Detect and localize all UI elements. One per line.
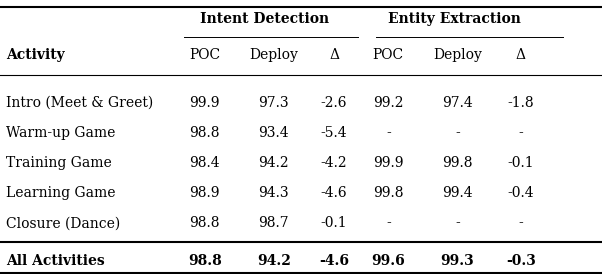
Text: Δ: Δ bbox=[516, 48, 526, 62]
Text: 99.9: 99.9 bbox=[373, 156, 403, 170]
Text: Intent Detection: Intent Detection bbox=[200, 12, 329, 26]
Text: 94.2: 94.2 bbox=[257, 254, 291, 268]
Text: Learning Game: Learning Game bbox=[6, 186, 116, 200]
Text: -0.1: -0.1 bbox=[321, 216, 347, 230]
Text: 99.3: 99.3 bbox=[441, 254, 474, 268]
Text: -0.3: -0.3 bbox=[506, 254, 536, 268]
Text: 97.4: 97.4 bbox=[442, 96, 473, 110]
Text: 99.8: 99.8 bbox=[442, 156, 473, 170]
Text: Warm-up Game: Warm-up Game bbox=[6, 126, 116, 140]
Text: 99.4: 99.4 bbox=[442, 186, 473, 200]
Text: -5.4: -5.4 bbox=[321, 126, 347, 140]
Text: 98.8: 98.8 bbox=[190, 216, 220, 230]
Text: -1.8: -1.8 bbox=[507, 96, 534, 110]
Text: Training Game: Training Game bbox=[6, 156, 112, 170]
Text: Entity Extraction: Entity Extraction bbox=[388, 12, 521, 26]
Text: -4.6: -4.6 bbox=[319, 254, 349, 268]
Text: 99.9: 99.9 bbox=[190, 96, 220, 110]
Text: 99.6: 99.6 bbox=[371, 254, 405, 268]
Text: Δ: Δ bbox=[329, 48, 339, 62]
Text: 97.3: 97.3 bbox=[259, 96, 289, 110]
Text: -: - bbox=[386, 216, 391, 230]
Text: 94.2: 94.2 bbox=[259, 156, 289, 170]
Text: -: - bbox=[518, 126, 523, 140]
Text: 98.8: 98.8 bbox=[188, 254, 222, 268]
Text: -4.6: -4.6 bbox=[321, 186, 347, 200]
Text: -: - bbox=[455, 126, 460, 140]
Text: -: - bbox=[455, 216, 460, 230]
Text: POC: POC bbox=[373, 48, 404, 62]
Text: 98.8: 98.8 bbox=[190, 126, 220, 140]
Text: -2.6: -2.6 bbox=[321, 96, 347, 110]
Text: POC: POC bbox=[189, 48, 220, 62]
Text: All Activities: All Activities bbox=[6, 254, 105, 268]
Text: -: - bbox=[386, 126, 391, 140]
Text: Activity: Activity bbox=[6, 48, 65, 62]
Text: -4.2: -4.2 bbox=[321, 156, 347, 170]
Text: -: - bbox=[518, 216, 523, 230]
Text: -0.4: -0.4 bbox=[507, 186, 534, 200]
Text: 99.2: 99.2 bbox=[373, 96, 403, 110]
Text: Deploy: Deploy bbox=[433, 48, 482, 62]
Text: 98.7: 98.7 bbox=[259, 216, 289, 230]
Text: 98.9: 98.9 bbox=[190, 186, 220, 200]
Text: 99.8: 99.8 bbox=[373, 186, 403, 200]
Text: Intro (Meet & Greet): Intro (Meet & Greet) bbox=[6, 96, 154, 110]
Text: Closure (Dance): Closure (Dance) bbox=[6, 216, 120, 230]
Text: Deploy: Deploy bbox=[249, 48, 299, 62]
Text: 94.3: 94.3 bbox=[259, 186, 289, 200]
Text: -0.1: -0.1 bbox=[507, 156, 534, 170]
Text: 98.4: 98.4 bbox=[190, 156, 220, 170]
Text: 93.4: 93.4 bbox=[259, 126, 289, 140]
